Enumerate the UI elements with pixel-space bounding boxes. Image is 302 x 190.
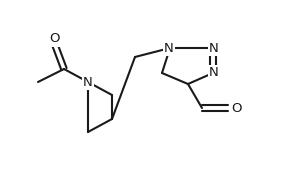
Text: N: N: [164, 41, 174, 55]
Text: O: O: [231, 101, 241, 115]
Text: N: N: [209, 66, 219, 79]
Text: N: N: [83, 75, 93, 89]
Text: N: N: [209, 41, 219, 55]
Text: O: O: [50, 32, 60, 45]
